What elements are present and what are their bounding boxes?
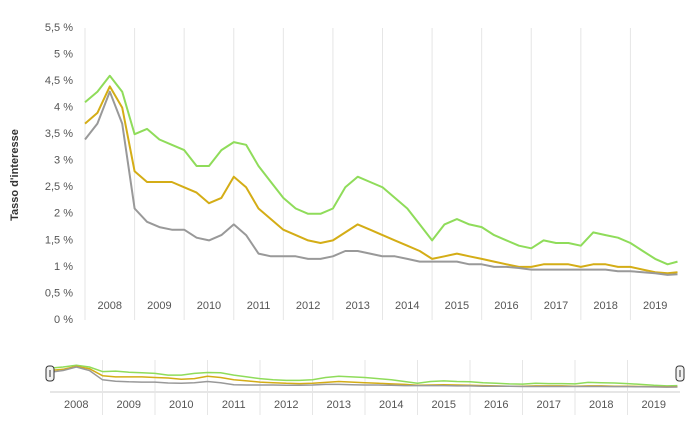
- navigator-tick-label: 2018: [589, 399, 613, 411]
- y-tick-label: 1,5 %: [45, 234, 73, 246]
- x-tick-label: 2017: [544, 300, 568, 312]
- navigator-tick-label: 2016: [484, 399, 508, 411]
- y-axis-title: Tasso d'interesse: [9, 129, 21, 221]
- navigator-line: [49, 364, 678, 387]
- series-line: [84, 85, 678, 275]
- x-tick-label: 2011: [247, 300, 271, 312]
- navigator-tick-label: 2009: [117, 399, 141, 411]
- x-tick-label: 2019: [643, 300, 667, 312]
- series-line: [84, 74, 678, 266]
- y-tick-label: 0 %: [54, 314, 73, 326]
- x-tick-label: 2010: [197, 300, 221, 312]
- y-tick-label: 4,5 %: [45, 75, 73, 87]
- x-tick-label: 2009: [147, 300, 171, 312]
- x-tick-label: 2016: [494, 300, 518, 312]
- navigator-tick-label: 2011: [222, 399, 246, 411]
- navigator-tick-label: 2019: [642, 399, 666, 411]
- x-tick-label: 2014: [395, 300, 419, 312]
- x-tick-label: 2018: [593, 300, 617, 312]
- navigator-tick-label: 2015: [432, 399, 456, 411]
- navigator-line: [49, 365, 678, 388]
- y-tick-label: 2 %: [54, 208, 73, 220]
- y-tick-label: 5 %: [54, 48, 73, 60]
- x-tick-label: 2013: [345, 300, 369, 312]
- navigator-tick-label: 2012: [274, 399, 298, 411]
- y-tick-label: 1 %: [54, 261, 73, 273]
- y-tick-label: 5,5 %: [45, 22, 73, 34]
- series-line: [84, 90, 678, 276]
- navigator-tick-label: 2008: [64, 399, 88, 411]
- y-tick-label: 3 %: [54, 155, 73, 167]
- navigator-line: [49, 366, 678, 388]
- x-tick-label: 2008: [98, 300, 122, 312]
- y-tick-label: 2,5 %: [45, 181, 73, 193]
- x-tick-label: 2012: [296, 300, 320, 312]
- x-tick-label: 2015: [445, 300, 469, 312]
- y-tick-label: 4 %: [54, 102, 73, 114]
- y-tick-label: 0,5 %: [45, 287, 73, 299]
- navigator-tick-label: 2014: [379, 399, 403, 411]
- y-tick-label: 3,5 %: [45, 128, 73, 140]
- navigator-tick-label: 2013: [327, 399, 351, 411]
- navigator-tick-label: 2017: [537, 399, 561, 411]
- navigator-tick-label: 2010: [169, 399, 193, 411]
